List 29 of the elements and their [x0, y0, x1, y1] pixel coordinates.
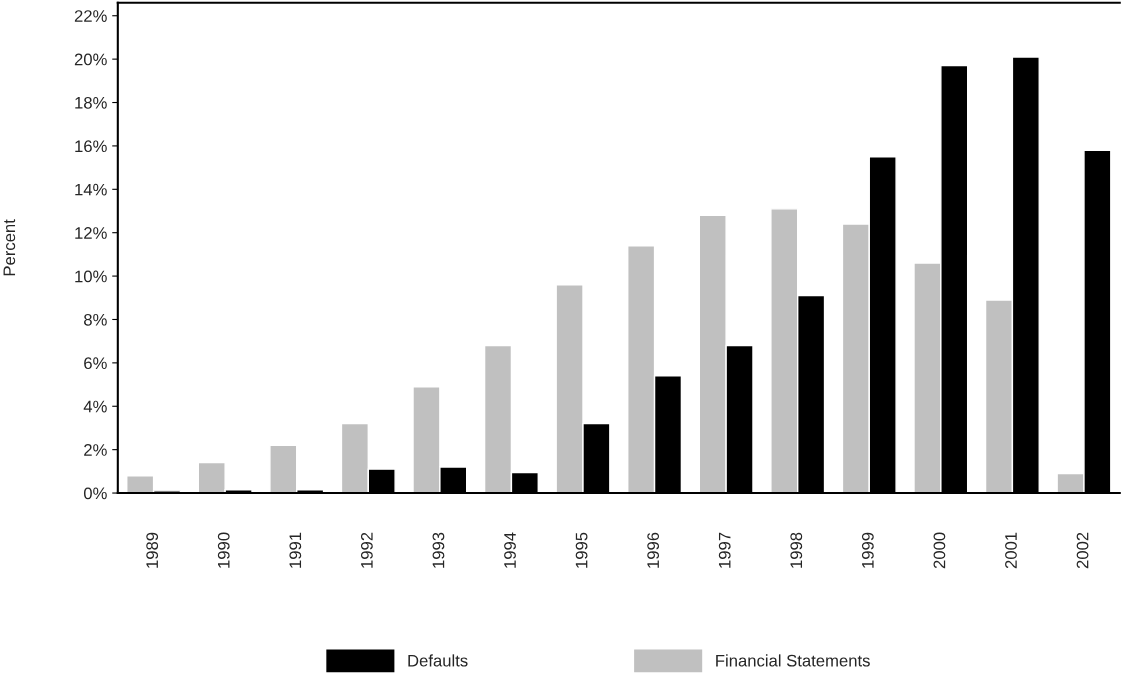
y-tick-label: 22% — [74, 10, 107, 22]
y-axis-title: Percent — [3, 219, 16, 276]
x-tick-label: 1993 — [432, 532, 445, 568]
y-tick-label: 8% — [84, 313, 107, 326]
y-tick-label: 14% — [75, 183, 107, 196]
x-tick-label: 1990 — [217, 532, 230, 568]
y-tick-label: 10% — [75, 270, 107, 283]
y-tick-label: 20% — [74, 53, 107, 66]
y-tick-label: 16% — [75, 140, 107, 153]
y-tick-label: 12% — [75, 227, 107, 239]
x-tick-label: 1999 — [861, 532, 874, 568]
x-tick-label: 1995 — [575, 532, 588, 568]
legend-label: Defaults — [408, 654, 468, 667]
x-tick-label: 1997 — [718, 532, 731, 568]
legend-label: Financial Statements — [716, 654, 870, 667]
x-tick-label: 1998 — [790, 532, 803, 568]
x-tick-label: 1992 — [360, 532, 373, 568]
x-tick-label: 1989 — [146, 532, 159, 568]
y-tick-label: 4% — [83, 400, 107, 413]
x-tick-label: 2002 — [1076, 532, 1089, 569]
x-tick-label: 1996 — [647, 532, 660, 568]
y-tick-label: 6% — [84, 357, 107, 370]
y-tick-label: 18% — [75, 96, 107, 109]
x-tick-label: 1991 — [289, 532, 302, 568]
x-tick-label: 2000 — [933, 532, 946, 569]
x-tick-label: 2001 — [1005, 532, 1017, 569]
y-tick-label: 2% — [84, 444, 107, 456]
y-tick-label: 0% — [83, 487, 107, 500]
x-tick-label: 1994 — [504, 532, 516, 568]
